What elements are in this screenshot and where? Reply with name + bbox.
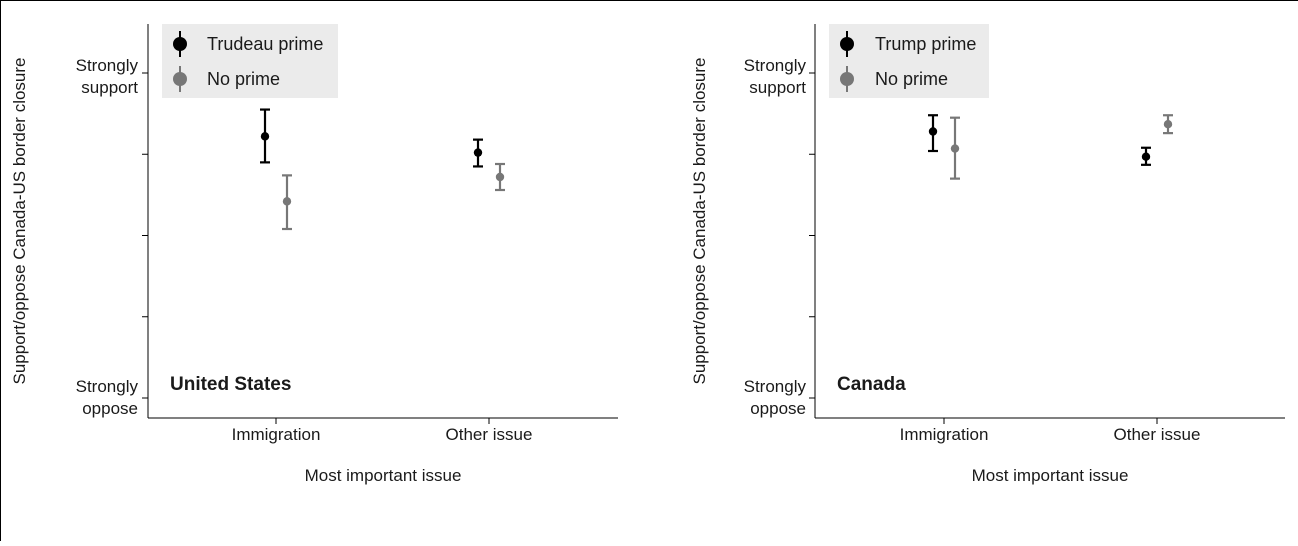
legend-label-series-1: Trump prime xyxy=(875,34,976,54)
x-tick-label-immigration: Immigration xyxy=(900,425,989,444)
legend-label-series-2: No prime xyxy=(875,69,948,89)
y-axis-ticks xyxy=(142,72,148,399)
point-trudeau-prime-other-issue-marker xyxy=(473,148,483,157)
y-tick-label-strongly-oppose-line-2: oppose xyxy=(750,399,806,418)
x-tick-label-other-issue: Other issue xyxy=(1114,425,1201,444)
y-tick-label-strongly-oppose-line-2: oppose xyxy=(82,399,138,418)
data-marks xyxy=(928,114,1173,180)
x-tick-label-immigration: Immigration xyxy=(232,425,321,444)
legend-key-series-2-point xyxy=(840,72,854,86)
panel-canada: Trump prime No prime Strongly support St… xyxy=(690,24,1285,485)
y-tick-label-strongly-oppose-line-1: Strongly xyxy=(744,377,807,396)
panel-label: Canada xyxy=(837,374,906,395)
legend-entry-series-1: Trudeau prime xyxy=(173,31,323,57)
legend-entry-series-1: Trump prime xyxy=(840,31,976,57)
legend-entry-series-2: No prime xyxy=(840,66,948,92)
y-axis-title: Support/oppose Canada-US border closure xyxy=(10,58,29,385)
point-trump-prime-immigration-marker xyxy=(928,127,938,136)
x-axis-title: Most important issue xyxy=(972,466,1129,485)
panel-label: United States xyxy=(170,374,291,395)
legend-key-series-1-point xyxy=(173,37,187,51)
data-marks xyxy=(260,108,505,231)
legend-background xyxy=(162,24,338,98)
y-axis-ticks xyxy=(809,72,815,399)
point-trudeau-prime-immigration-marker xyxy=(260,132,270,141)
y-tick-label-strongly-support-line-1: Strongly xyxy=(76,56,139,75)
point-no-prime-other-issue-marker xyxy=(1163,119,1173,129)
y-axis-title: Support/oppose Canada-US border closure xyxy=(690,58,709,385)
x-axis-title: Most important issue xyxy=(305,466,462,485)
y-tick-label-strongly-oppose-line-1: Strongly xyxy=(76,377,139,396)
legend-key-series-1-point xyxy=(840,37,854,51)
legend-label-series-2: No prime xyxy=(207,69,280,89)
y-tick-label-strongly-support-line-2: support xyxy=(749,78,806,97)
legend-key-series-2-point xyxy=(173,72,187,86)
point-trump-prime-other-issue-marker xyxy=(1141,152,1151,161)
point-no-prime-other-issue-marker xyxy=(495,172,505,182)
point-no-prime-immigration-marker xyxy=(282,197,292,206)
x-tick-label-other-issue: Other issue xyxy=(446,425,533,444)
point-no-prime-immigration-marker xyxy=(950,144,960,153)
y-tick-label-strongly-support-line-2: support xyxy=(81,78,138,97)
y-tick-label-strongly-support-line-1: Strongly xyxy=(744,56,807,75)
legend-background xyxy=(829,24,989,98)
panel-united-states: Trudeau prime No prime Strongly support … xyxy=(10,24,618,485)
legend-label-series-1: Trudeau prime xyxy=(207,34,323,54)
legend-entry-series-2: No prime xyxy=(173,66,280,92)
